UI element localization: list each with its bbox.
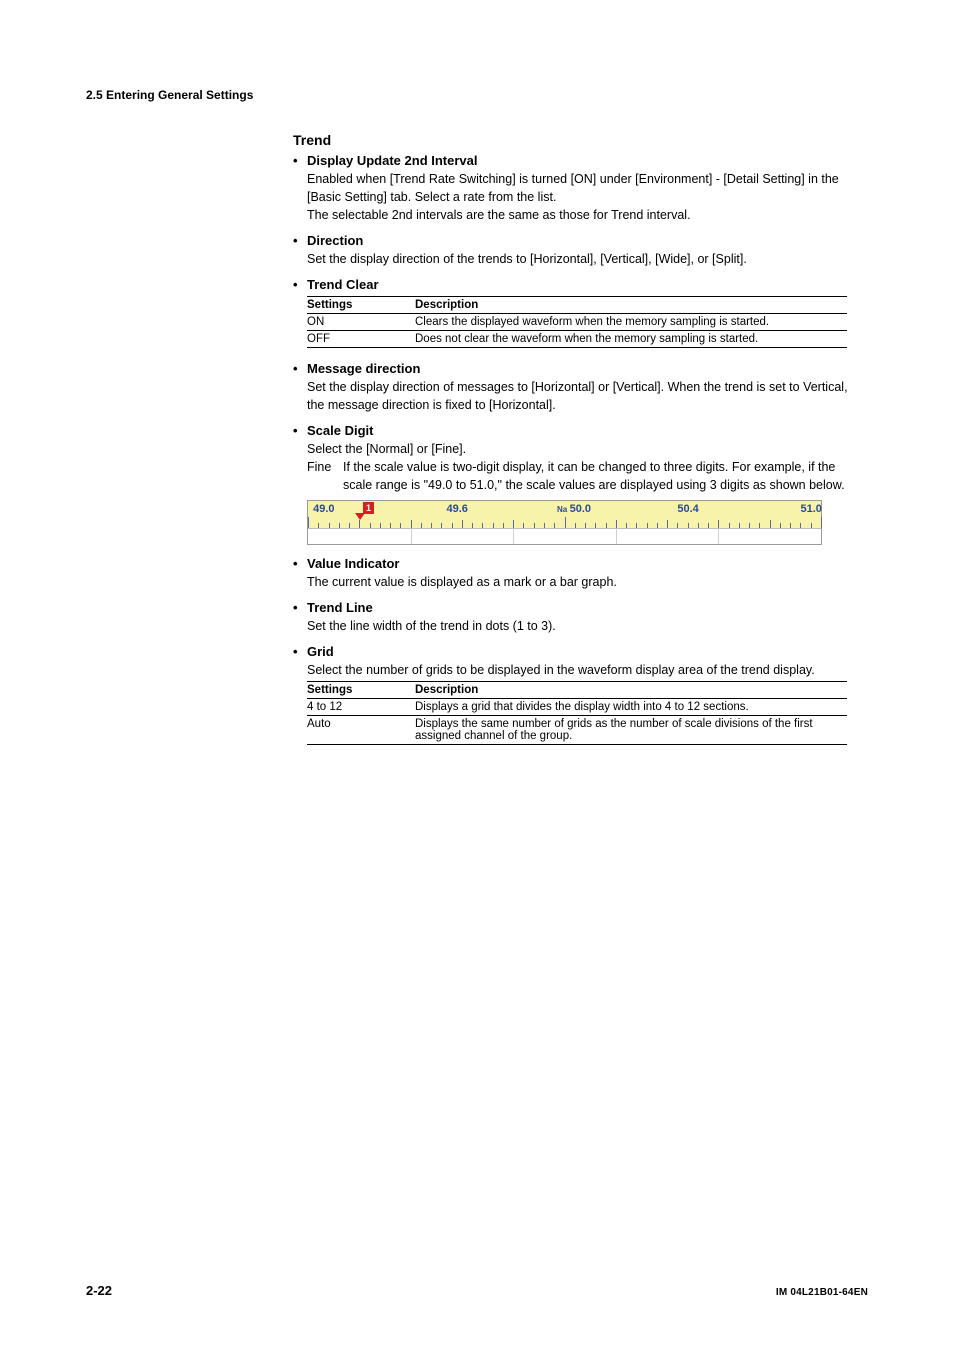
cell: Displays a grid that divides the display…	[415, 699, 847, 716]
bullet-icon: •	[293, 360, 307, 378]
item-scale-digit: • Scale Digit Select the [Normal] or [Fi…	[293, 422, 868, 545]
content-area: Trend • Display Update 2nd Interval Enab…	[293, 132, 868, 745]
table-row: Auto Displays the same number of grids a…	[307, 716, 847, 745]
scale-label: 49.0	[313, 503, 334, 515]
section-header: 2.5 Entering General Settings	[86, 88, 868, 102]
item-body: Set the display direction of the trends …	[307, 250, 868, 268]
item-value-indicator: • Value Indicator The current value is d…	[293, 555, 868, 591]
item-grid: • Grid Select the number of grids to be …	[293, 643, 868, 745]
bullet-icon: •	[293, 643, 307, 661]
item-title: Message direction	[307, 360, 420, 378]
fine-block: Fine If the scale value is two-digit dis…	[307, 458, 868, 494]
scale-illustration: 49.0 49.6 50.0 50.4 51.0 Na 1	[307, 500, 822, 545]
scale-grid-area	[308, 529, 821, 544]
na-prefix: Na	[557, 505, 567, 514]
cell: OFF	[307, 331, 415, 348]
item-body: Set the line width of the trend in dots …	[307, 617, 868, 635]
cell: 4 to 12	[307, 699, 415, 716]
table-row: OFF Does not clear the waveform when the…	[307, 331, 847, 348]
item-title: Scale Digit	[307, 422, 373, 440]
trend-clear-table: Settings Description ON Clears the displ…	[307, 296, 847, 348]
item-title: Value Indicator	[307, 555, 399, 573]
scale-ruler-area: 49.0 49.6 50.0 50.4 51.0 Na 1	[308, 501, 821, 529]
scale-label: 50.4	[677, 503, 698, 515]
item-body: Select the number of grids to be display…	[307, 661, 868, 679]
th-description: Description	[415, 297, 847, 314]
item-body: The current value is displayed as a mark…	[307, 573, 868, 591]
item-title: Display Update 2nd Interval	[307, 152, 478, 170]
scale-label: 49.6	[447, 503, 468, 515]
cell: Clears the displayed waveform when the m…	[415, 314, 847, 331]
scale-label: 50.0	[570, 503, 591, 515]
item-direction: • Direction Set the display direction of…	[293, 232, 868, 268]
bullet-icon: •	[293, 555, 307, 573]
cell: ON	[307, 314, 415, 331]
fine-text: If the scale value is two-digit display,…	[343, 458, 868, 494]
item-title: Trend Clear	[307, 276, 379, 294]
item-display-update: • Display Update 2nd Interval Enabled wh…	[293, 152, 868, 224]
th-settings: Settings	[307, 682, 415, 699]
item-message-direction: • Message direction Set the display dire…	[293, 360, 868, 414]
item-trend-clear: • Trend Clear Settings Description ON Cl…	[293, 276, 868, 348]
bullet-icon: •	[293, 276, 307, 294]
bullet-icon: •	[293, 599, 307, 617]
cell: Displays the same number of grids as the…	[415, 716, 847, 745]
fine-label: Fine	[307, 458, 343, 494]
item-title: Direction	[307, 232, 363, 250]
item-title: Trend Line	[307, 599, 373, 617]
item-body: Enabled when [Trend Rate Switching] is t…	[307, 170, 868, 206]
page-number: 2-22	[86, 1283, 112, 1298]
document-id: IM 04L21B01-64EN	[776, 1287, 868, 1298]
scale-label: 51.0	[800, 503, 821, 515]
th-settings: Settings	[307, 297, 415, 314]
cell: Does not clear the waveform when the mem…	[415, 331, 847, 348]
item-body: The selectable 2nd intervals are the sam…	[307, 206, 868, 224]
bullet-icon: •	[293, 232, 307, 250]
grid-table: Settings Description 4 to 12 Displays a …	[307, 681, 847, 745]
item-trend-line: • Trend Line Set the line width of the t…	[293, 599, 868, 635]
ruler-ticks	[308, 516, 821, 528]
item-body: Select the [Normal] or [Fine].	[307, 440, 868, 458]
bullet-icon: •	[293, 152, 307, 170]
trend-heading: Trend	[293, 132, 868, 148]
footer: 2-22 IM 04L21B01-64EN	[86, 1283, 868, 1298]
item-body: Set the display direction of messages to…	[307, 378, 868, 414]
table-row: 4 to 12 Displays a grid that divides the…	[307, 699, 847, 716]
cell: Auto	[307, 716, 415, 745]
th-description: Description	[415, 682, 847, 699]
page: 2.5 Entering General Settings Trend • Di…	[0, 0, 954, 1350]
bullet-icon: •	[293, 422, 307, 440]
item-title: Grid	[307, 643, 334, 661]
table-row: ON Clears the displayed waveform when th…	[307, 314, 847, 331]
